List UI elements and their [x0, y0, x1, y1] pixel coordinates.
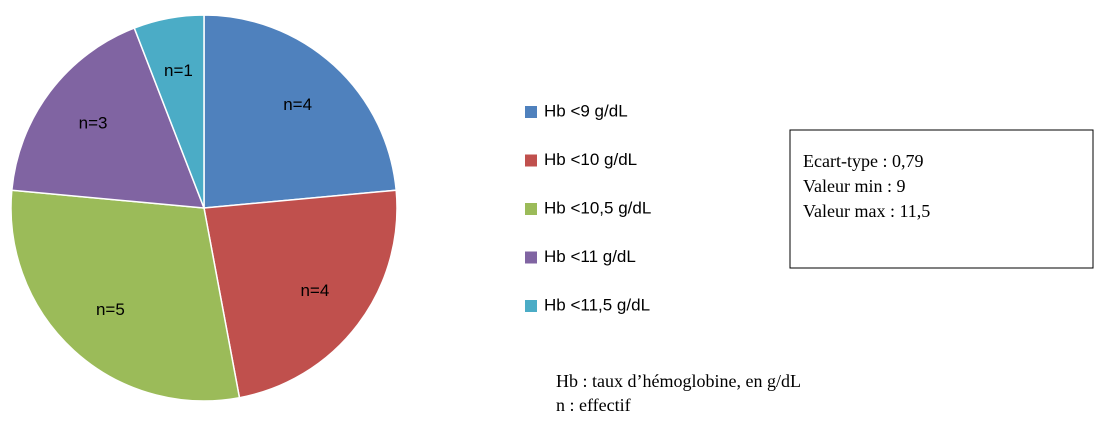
- data-label: n=1: [164, 61, 193, 80]
- legend-label: Hb <9 g/dL: [544, 101, 628, 120]
- pie-slice: [203, 189, 398, 399]
- legend-swatch: [525, 154, 537, 167]
- legend-label: Hb <11,5 g/dL: [544, 295, 650, 314]
- data-label: n=3: [79, 114, 108, 133]
- stats-line: Valeur min : 9: [803, 176, 905, 196]
- legend-swatch: [525, 300, 537, 312]
- legend-label: Hb <10 g/dL: [544, 150, 637, 169]
- pie-slice: [203, 14, 397, 209]
- note: Hb : taux d’hémoglobine, en g/dL: [556, 371, 801, 391]
- pie-slice: [11, 27, 206, 209]
- legend-swatch: [525, 203, 537, 215]
- legend-label: Hb <10,5 g/dL: [544, 198, 651, 217]
- stats-box: [789, 129, 1094, 269]
- stats-line: Ecart-type : 0,79: [803, 151, 923, 171]
- legend-label: Hb <11 g/dL: [544, 247, 636, 266]
- data-label: n=4: [300, 281, 329, 300]
- legend-swatch: [525, 251, 537, 264]
- pie-slice: [133, 14, 205, 209]
- legend-swatch: [525, 106, 537, 118]
- data-label: n=5: [96, 300, 125, 319]
- stats-line: Valeur max : 11,5: [803, 201, 930, 221]
- pie-slice: [10, 189, 241, 402]
- data-label: n=4: [283, 95, 312, 114]
- note: n : effectif: [556, 395, 631, 415]
